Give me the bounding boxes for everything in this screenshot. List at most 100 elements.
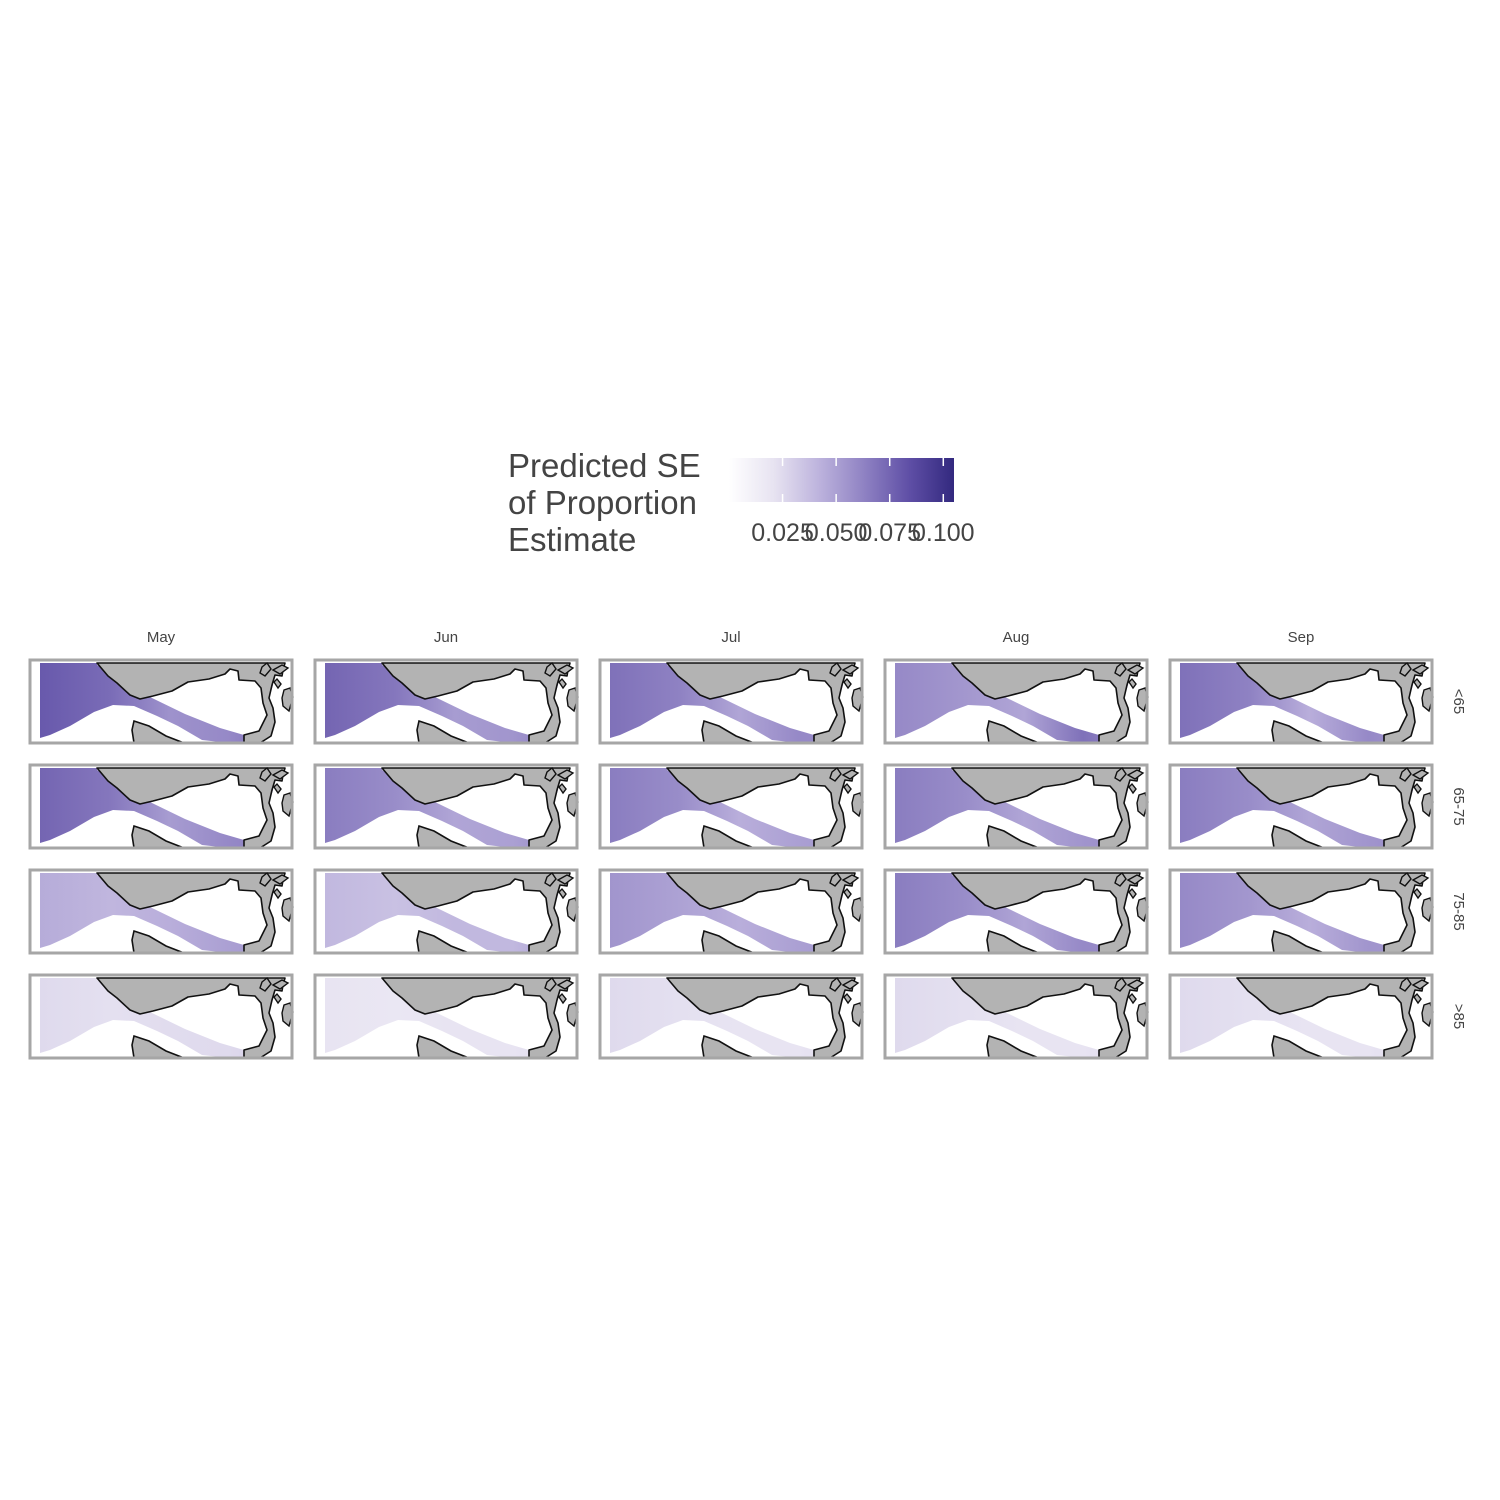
island: [273, 887, 282, 900]
island: [1126, 874, 1145, 885]
se-surface: [610, 873, 845, 953]
island: [1136, 897, 1149, 923]
island: [1128, 782, 1137, 795]
legend-title-line-3: Estimate: [508, 521, 637, 558]
island: [1411, 664, 1430, 675]
island: [558, 992, 567, 1005]
island: [1114, 976, 1127, 992]
panel-border: [313, 973, 579, 1060]
island: [556, 979, 575, 990]
legend: Predicted SE of Proportion Estimate 0.02…: [508, 447, 978, 567]
row-strip-label: >85: [1450, 1004, 1467, 1029]
island: [843, 992, 852, 1005]
panel-border: [883, 763, 1149, 850]
island: [1421, 792, 1434, 818]
island: [566, 897, 579, 923]
colorbar: [729, 458, 954, 502]
island: [271, 874, 290, 885]
map-panel: [598, 763, 864, 850]
island: [1413, 677, 1422, 690]
island: [1126, 769, 1145, 780]
island: [1413, 887, 1422, 900]
island: [1399, 871, 1412, 887]
panel-border: [28, 658, 294, 745]
panel-border: [1168, 973, 1434, 1060]
row-strip-label: 65-75: [1450, 787, 1467, 825]
island: [1136, 687, 1149, 713]
island: [271, 979, 290, 990]
island: [843, 677, 852, 690]
island: [841, 979, 860, 990]
island: [1126, 979, 1145, 990]
se-surface: [1180, 768, 1415, 848]
island: [544, 871, 557, 887]
island: [259, 661, 272, 677]
colorbar-tick-label: 0.075: [858, 519, 921, 547]
land-mass: [1236, 662, 1426, 744]
se-surface: [40, 663, 275, 743]
island: [851, 687, 864, 713]
panel-border: [1168, 763, 1434, 850]
land-mass: [1236, 767, 1426, 849]
island: [558, 677, 567, 690]
land-mass: [666, 662, 856, 744]
land-mass: [381, 767, 571, 849]
panel-border: [598, 658, 864, 745]
land-mass: [951, 977, 1141, 1059]
column-strip-label: Jul: [721, 629, 740, 646]
island: [544, 976, 557, 992]
island: [1399, 766, 1412, 782]
map-panel: [598, 973, 864, 1060]
se-surface: [325, 873, 560, 953]
map-panel: [28, 658, 294, 745]
island: [829, 976, 842, 992]
colorbar-tick-label: 0.025: [751, 519, 814, 547]
island: [558, 782, 567, 795]
map-panel: [598, 868, 864, 955]
island: [544, 661, 557, 677]
panel-border: [883, 973, 1149, 1060]
map-panel: [883, 658, 1149, 745]
island: [566, 687, 579, 713]
map-panel: [1168, 973, 1434, 1060]
island: [259, 871, 272, 887]
map-panel: [1168, 868, 1434, 955]
se-surface: [1180, 873, 1415, 953]
land-mass: [951, 767, 1141, 849]
map-panel: [1168, 763, 1434, 850]
land-mass: [381, 977, 571, 1059]
island: [1399, 661, 1412, 677]
colorbar-tick-label: 0.050: [804, 519, 868, 547]
land-mass: [666, 977, 856, 1059]
column-strip-label: Sep: [1288, 629, 1315, 646]
land-mass: [666, 872, 856, 954]
colorbar-ticks: 0.025 0.050 0.075 0.100: [729, 516, 974, 550]
se-surface: [610, 978, 845, 1058]
map-panel: [313, 658, 579, 745]
island: [1411, 769, 1430, 780]
island: [1411, 874, 1430, 885]
island: [1114, 871, 1127, 887]
island: [273, 992, 282, 1005]
island: [273, 677, 282, 690]
se-surface: [895, 873, 1130, 953]
island: [558, 887, 567, 900]
panel-border: [1168, 658, 1434, 745]
island: [271, 769, 290, 780]
panel-border: [28, 763, 294, 850]
island: [1128, 677, 1137, 690]
panel-border: [313, 658, 579, 745]
land-mass: [381, 662, 571, 744]
island: [1421, 1002, 1434, 1028]
land-mass: [96, 977, 286, 1059]
column-strip-label: Aug: [1003, 629, 1030, 646]
island: [841, 664, 860, 675]
map-panel: [28, 973, 294, 1060]
island: [1421, 897, 1434, 923]
island: [1136, 1002, 1149, 1028]
map-panel: [28, 763, 294, 850]
panel-border: [313, 868, 579, 955]
island: [556, 664, 575, 675]
island: [1128, 992, 1137, 1005]
map-panel: [313, 973, 579, 1060]
